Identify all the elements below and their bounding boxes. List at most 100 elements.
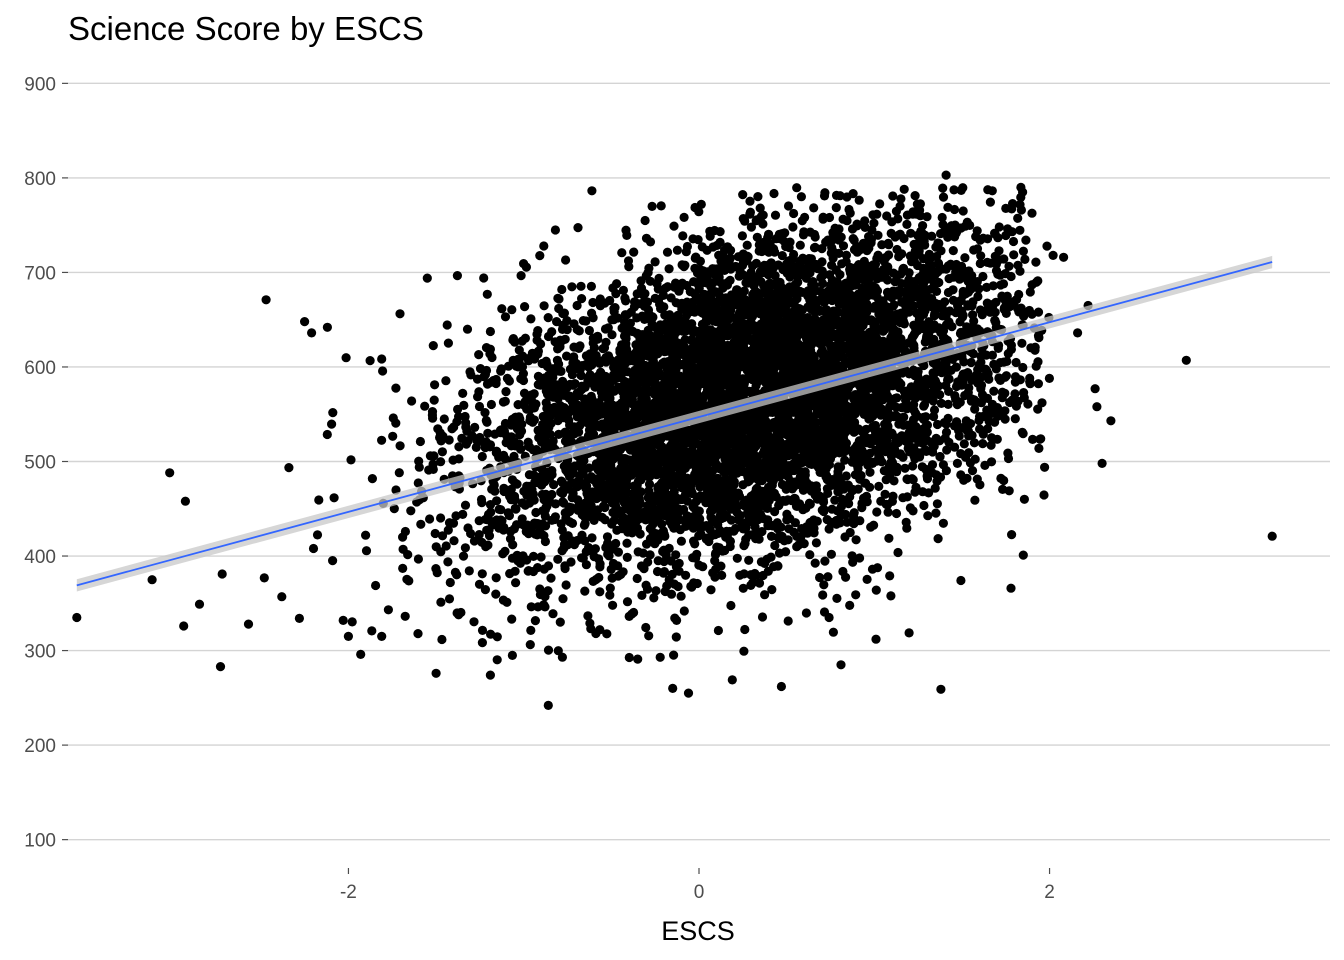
scatter-point (394, 468, 404, 478)
scatter-point (454, 442, 464, 452)
scatter-point (533, 349, 543, 359)
scatter-point (841, 250, 852, 260)
scatter-point (729, 526, 739, 536)
scatter-point (632, 573, 642, 584)
scatter-point (622, 597, 633, 607)
scatter-point (933, 534, 943, 544)
scatter-point (486, 399, 496, 410)
scatter-point (781, 547, 791, 557)
scatter-point (828, 627, 839, 637)
scatter-point (751, 534, 761, 544)
scatter-point (960, 221, 971, 231)
scatter-point (1017, 338, 1027, 348)
scatter-point (951, 267, 961, 277)
scatter-point (760, 558, 770, 569)
scatter-point (956, 185, 966, 195)
scatter-point (577, 460, 587, 470)
scatter-point (967, 301, 977, 311)
scatter-point (425, 451, 435, 461)
scatter-point (622, 538, 632, 548)
scatter-point (757, 527, 767, 537)
scatter-point (883, 507, 893, 517)
scatter-point (416, 519, 426, 529)
scatter-point (1020, 254, 1030, 264)
scatter-point (982, 393, 993, 403)
scatter-point (795, 240, 805, 250)
scatter-point (840, 532, 850, 542)
scatter-point (487, 352, 497, 363)
scatter-point (755, 203, 765, 213)
scatter-point (460, 543, 470, 553)
scatter-point (910, 191, 920, 201)
scatter-point (865, 467, 875, 477)
scatter-point (526, 390, 537, 400)
scatter-point (902, 219, 912, 229)
scatter-point (474, 401, 485, 412)
scatter-point (676, 591, 686, 601)
scatter-point (861, 390, 871, 400)
scatter-point (860, 478, 870, 488)
scatter-point (518, 369, 529, 379)
scatter-point (919, 360, 929, 371)
scatter-point (1027, 208, 1037, 218)
scatter-point (587, 533, 597, 543)
scatter-point (990, 251, 1000, 261)
scatter-point (539, 301, 549, 311)
scatter-point (993, 269, 1003, 279)
scatter-point (793, 304, 803, 314)
scatter-point (667, 569, 677, 580)
scatter-point (476, 494, 487, 505)
scatter-point (530, 616, 541, 626)
scatter-point (919, 400, 930, 410)
scatter-point (951, 228, 961, 238)
scatter-point (1013, 213, 1023, 223)
scatter-point (569, 462, 579, 472)
scatter-point (621, 225, 631, 235)
scatter-point (889, 476, 899, 486)
scatter-point (532, 530, 542, 540)
scatter-point (692, 294, 702, 305)
scatter-point (985, 197, 996, 207)
scatter-point (378, 366, 388, 376)
scatter-point (608, 558, 619, 569)
scatter-point (692, 495, 702, 505)
scatter-point (471, 442, 481, 452)
scatter-point (284, 463, 294, 473)
scatter-point (753, 192, 763, 202)
scatter-point (517, 362, 528, 372)
scatter-point (770, 540, 780, 551)
scatter-point (659, 568, 669, 578)
scatter-point (587, 308, 597, 318)
scatter-point (923, 511, 933, 521)
scatter-point (766, 552, 776, 562)
scatter-point (444, 594, 455, 604)
scatter-point (431, 564, 441, 574)
scatter-point (561, 255, 571, 265)
scatter-point (648, 492, 659, 503)
scatter-point (406, 506, 416, 516)
scatter-point (902, 523, 912, 533)
scatter-point (581, 316, 591, 326)
scatter-point (970, 495, 980, 505)
scatter-point (842, 216, 852, 226)
scatter-point (737, 231, 748, 241)
scatter-point (617, 340, 627, 350)
scatter-point (938, 183, 948, 193)
scatter-point (713, 625, 724, 636)
scatter-point (694, 560, 704, 570)
scatter-point (789, 208, 799, 219)
scatter-point (937, 368, 947, 378)
scatter-point (679, 606, 689, 616)
scatter-point (644, 631, 654, 641)
scatter-point (669, 650, 679, 660)
scatter-point (581, 351, 592, 361)
scatter-point (647, 201, 657, 211)
scatter-point (978, 439, 988, 449)
scatter-point (556, 476, 567, 486)
scatter-point (543, 313, 553, 323)
scatter-point (480, 585, 490, 595)
scatter-point (867, 326, 878, 336)
scatter-point (548, 609, 558, 619)
scatter-point (1033, 379, 1043, 389)
scatter-point (515, 558, 526, 568)
